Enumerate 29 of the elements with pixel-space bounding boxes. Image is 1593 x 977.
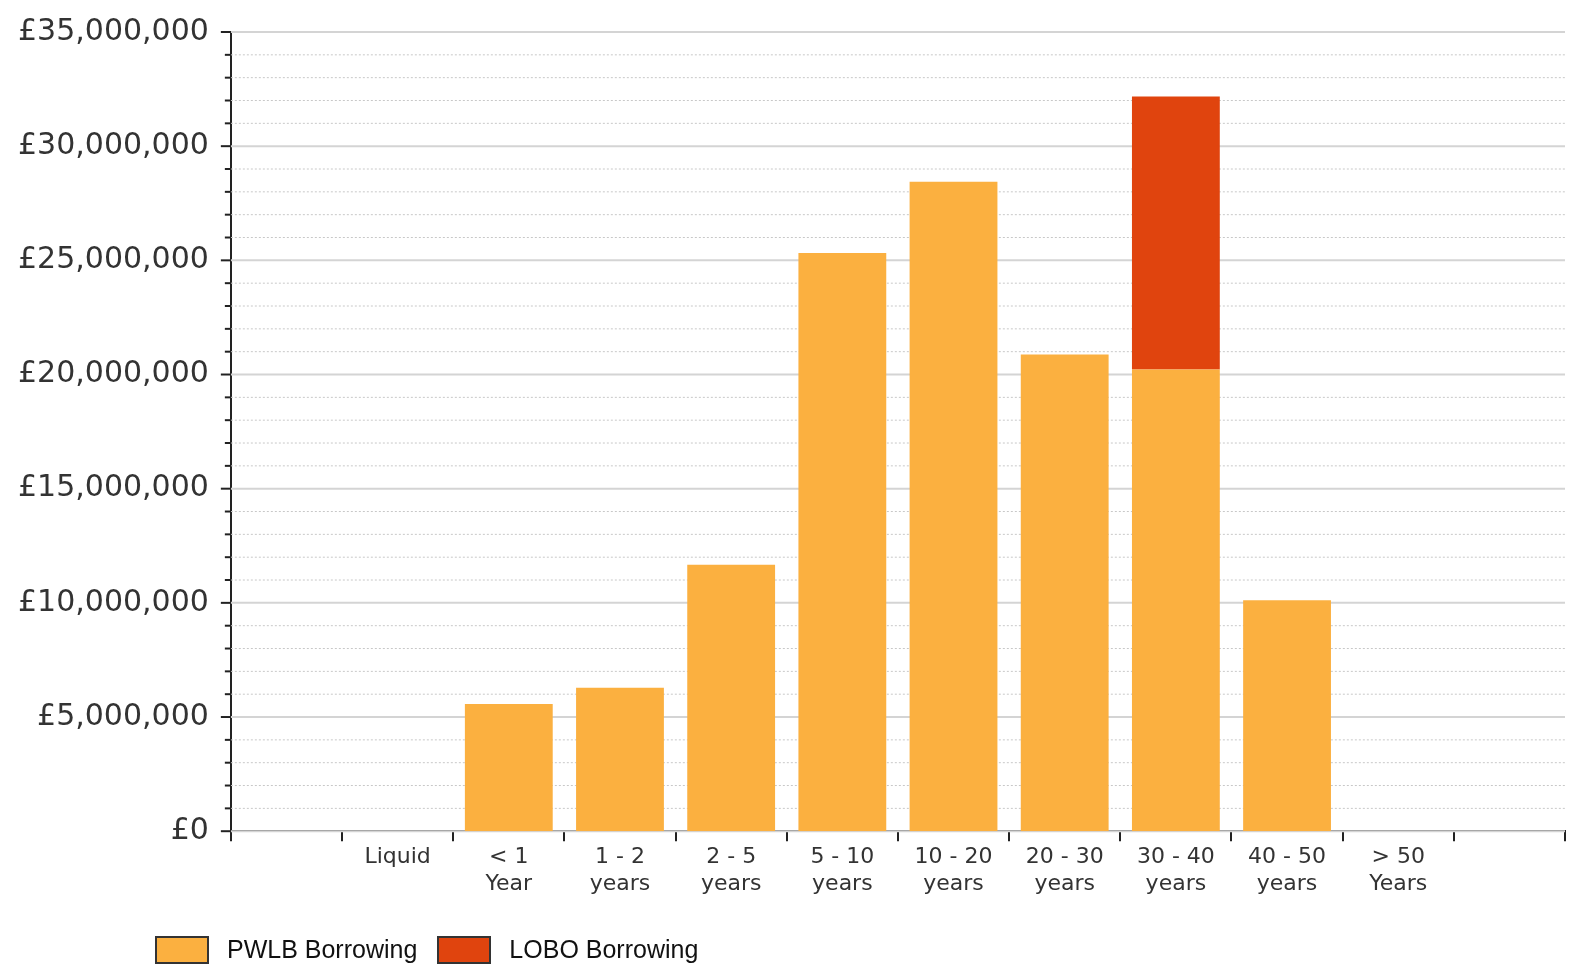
bar [687, 564, 776, 832]
bar [798, 253, 887, 832]
x-tick-label: 5 - 10 years [810, 843, 875, 895]
x-tick-label: 10 - 20 years [914, 843, 993, 895]
x-tick-label: 40 - 50 years [1248, 843, 1327, 895]
y-tick-label: £20,000,000 [18, 354, 209, 390]
x-tick-label: 20 - 30 years [1025, 843, 1104, 895]
x-tick-label: < 1 Year [484, 843, 534, 895]
y-tick-label: £0 [170, 811, 209, 846]
x-tick-label: > 50 Years [1368, 843, 1428, 895]
y-tick-label: £30,000,000 [18, 125, 209, 161]
x-tick-label: 2 - 5 years [700, 843, 762, 895]
legend-label: LOBO Borrowing [509, 935, 699, 964]
x-tick-label: 30 - 40 years [1136, 843, 1215, 895]
y-tick-label: £15,000,000 [18, 468, 209, 504]
bar [464, 704, 553, 832]
bar [1131, 369, 1220, 832]
y-tick-label: £10,000,000 [18, 582, 209, 618]
y-tick-label: £25,000,000 [18, 240, 209, 276]
y-tick-label: £5,000,000 [37, 696, 209, 732]
bar [1131, 96, 1220, 370]
bar [1020, 354, 1109, 832]
legend-label: PWLB Borrowing [227, 935, 418, 964]
y-tick-label: £35,000,000 [18, 11, 209, 47]
bar [909, 181, 998, 832]
x-tick-label: 1 - 2 years [589, 843, 651, 895]
x-tick-label: Liquid [364, 843, 431, 869]
bar [1243, 600, 1331, 832]
bar [576, 687, 664, 832]
